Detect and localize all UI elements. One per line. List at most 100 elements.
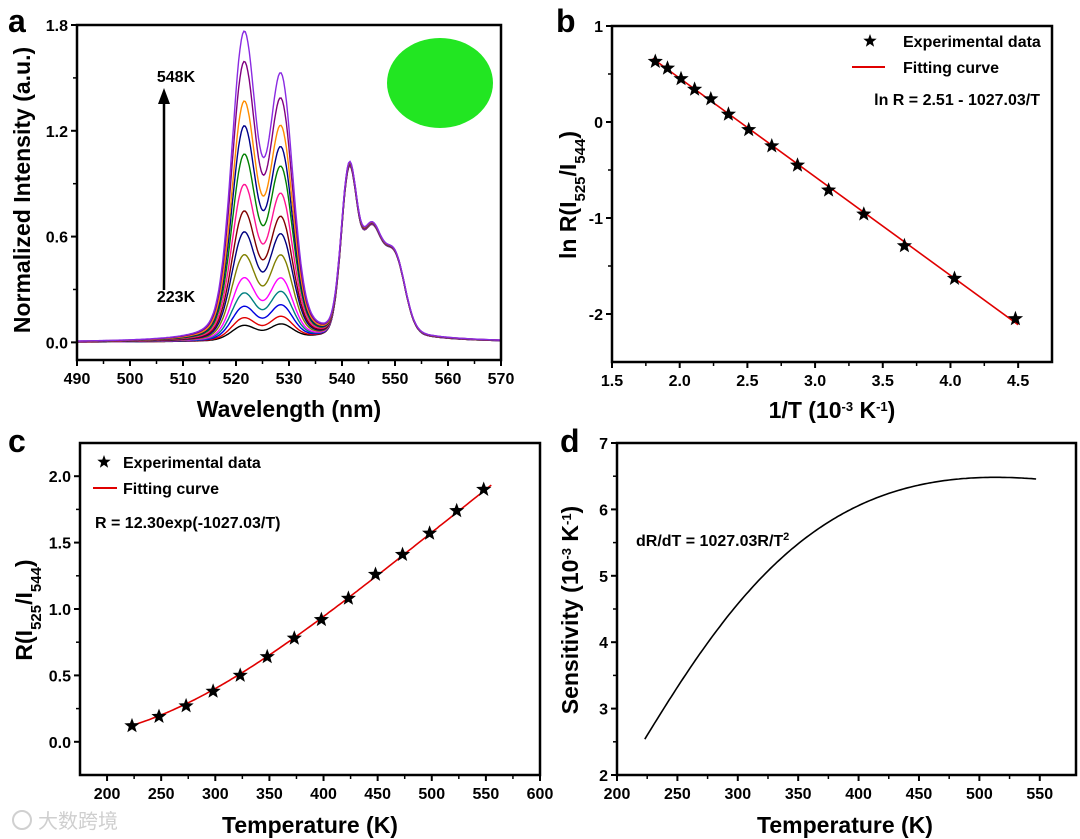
legend-experimental-data: Experimental data <box>123 455 261 472</box>
x-tick-label: 3.5 <box>872 373 894 390</box>
x-tick-label: 510 <box>170 371 197 388</box>
data-point-star <box>856 206 872 221</box>
panel-letter: b <box>556 3 576 39</box>
legend-fitting-curve: Fitting curve <box>123 481 219 498</box>
x-axis-title: Temperature (K) <box>757 812 933 838</box>
panel-letter: a <box>8 3 26 39</box>
x-tick-label: 450 <box>364 786 391 803</box>
x-tick-label: 4.0 <box>939 373 961 390</box>
data-point-star <box>703 91 719 106</box>
y-tick-label: 3 <box>599 702 608 719</box>
x-tick-label: 4.5 <box>1007 373 1029 390</box>
x-tick-label: 520 <box>223 371 250 388</box>
equation-sup: 2 <box>783 531 789 543</box>
x-tick-label: 350 <box>785 786 812 803</box>
sensitivity-curve <box>644 476 1037 740</box>
x-tick-label: 570 <box>488 371 515 388</box>
x-tick-label: 200 <box>604 786 631 803</box>
y-axis-title: ln R(I525/I544) <box>555 131 589 259</box>
y-tick-label: -2 <box>589 307 603 324</box>
x-axis-title-pre: 1/T (10 <box>769 397 842 423</box>
watermark-logo <box>12 810 32 830</box>
data-point-star <box>789 157 806 172</box>
y-tick-label: 0.5 <box>49 668 71 685</box>
equation: dR/dT = 1027.03R/T2 <box>636 531 789 550</box>
y-tick-label: 1.8 <box>46 18 68 35</box>
y-axis-title: R(I525/I544) <box>11 559 45 660</box>
data-point-star <box>178 697 194 713</box>
data-point-star <box>720 106 736 121</box>
data-point-star <box>422 525 438 540</box>
y-axis-title-mid: /I <box>11 592 37 605</box>
y-axis-title-sub1: 525 <box>572 176 589 201</box>
x-tick-label: 500 <box>966 786 993 803</box>
x-tick-label: 300 <box>724 786 751 803</box>
plot-area <box>77 30 501 343</box>
x-axis-title: 1/T (10-3 K-1) <box>769 397 896 423</box>
panel-letter: c <box>8 423 26 459</box>
x-tick-label: 400 <box>310 786 337 803</box>
data-point-star <box>313 611 329 627</box>
y-tick-label: 2.0 <box>49 469 71 486</box>
plot-area <box>644 476 1037 740</box>
y-axis-title-mid: K <box>557 525 583 548</box>
x-tick-label: 500 <box>117 371 144 388</box>
x-tick-label: 400 <box>845 786 872 803</box>
data-point-star <box>647 53 663 68</box>
y-axis-title: Sensitivity (10-3 K-1) <box>557 506 583 714</box>
x-tick-label: 500 <box>418 786 445 803</box>
data-point-star <box>232 667 248 682</box>
x-tick-label: 2.5 <box>736 373 758 390</box>
data-point-star <box>741 121 757 137</box>
data-point-star <box>946 270 963 285</box>
x-axis-title: Temperature (K) <box>222 812 398 838</box>
y-tick-label: 6 <box>599 502 608 519</box>
y-axis-title-sup2: -1 <box>559 513 574 525</box>
y-axis-title-post: ) <box>555 131 581 139</box>
x-tick-label: 550 <box>382 371 409 388</box>
x-tick-label: 1.5 <box>601 373 623 390</box>
y-axis-title-sub2: 544 <box>572 138 589 164</box>
data-point-star <box>286 630 302 645</box>
data-point-star <box>659 60 676 75</box>
spectrum-473K <box>77 124 501 342</box>
y-tick-label: -1 <box>589 211 603 228</box>
data-point-star <box>896 237 912 253</box>
x-axis-title: Wavelength (nm) <box>197 396 381 422</box>
data-point-star <box>673 70 689 86</box>
x-tick-label: 2.0 <box>669 373 691 390</box>
plot-frame <box>615 441 1078 777</box>
y-tick-label: 0.0 <box>46 335 68 352</box>
x-tick-label: 550 <box>1026 786 1053 803</box>
y-tick-label: 1.2 <box>46 124 68 141</box>
y-tick-label: 0 <box>594 115 603 132</box>
x-tick-label: 450 <box>906 786 933 803</box>
data-point-star <box>151 708 167 723</box>
x-axis-title-sup1: -3 <box>842 399 854 414</box>
x-tick-label: 200 <box>94 786 121 803</box>
y-axis-title-post: ) <box>11 559 37 567</box>
data-point-star <box>764 138 780 153</box>
arrow-head-icon <box>158 88 170 104</box>
panel-d: d 200 250 300 350 400 450 500 550 2 3 4 5 6 7 Temperatu… <box>557 423 1078 838</box>
y-tick-label: 2 <box>599 768 608 785</box>
x-axis-title-post: ) <box>888 397 896 423</box>
y-axis-title: Normalized Intensity (a.u.) <box>9 47 35 333</box>
data-point-star <box>449 502 465 518</box>
x-tick-label: 490 <box>64 371 91 388</box>
equation: ln R = 2.51 - 1027.03/T <box>874 92 1040 109</box>
data-point-star <box>687 81 703 96</box>
x-tick-label: 3.0 <box>804 373 826 390</box>
equation-text: dR/dT = 1027.03R/T <box>636 533 783 550</box>
y-axis-title-pre: R(I <box>11 630 37 661</box>
spectrum-548K <box>77 30 501 342</box>
x-tick-label: 300 <box>202 786 229 803</box>
y-tick-label: 5 <box>599 569 608 586</box>
data-point-star <box>340 590 356 605</box>
legend-fitting-curve: Fitting curve <box>903 60 999 77</box>
panel-letter: d <box>560 423 580 459</box>
plot-frame <box>78 441 542 777</box>
y-tick-label: 0.0 <box>49 735 71 752</box>
x-tick-label: 560 <box>435 371 462 388</box>
